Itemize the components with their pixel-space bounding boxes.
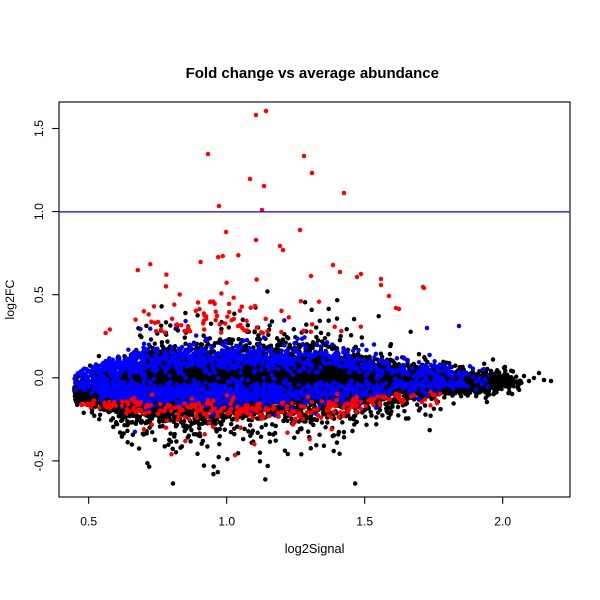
svg-text:1.0: 1.0 <box>32 203 46 220</box>
svg-text:0.5: 0.5 <box>32 286 46 303</box>
svg-text:0.0: 0.0 <box>32 369 46 386</box>
svg-text:-0.5: -0.5 <box>32 450 46 471</box>
svg-text:2.0: 2.0 <box>494 514 511 528</box>
svg-text:Fold change vs average abundan: Fold change vs average abundance <box>186 65 439 82</box>
svg-text:1.5: 1.5 <box>32 120 46 137</box>
svg-text:log2Signal: log2Signal <box>285 541 345 556</box>
svg-text:0.5: 0.5 <box>80 514 97 528</box>
svg-text:1.5: 1.5 <box>356 514 373 528</box>
svg-text:1.0: 1.0 <box>218 514 235 528</box>
svg-text:log2FC: log2FC <box>3 279 17 319</box>
